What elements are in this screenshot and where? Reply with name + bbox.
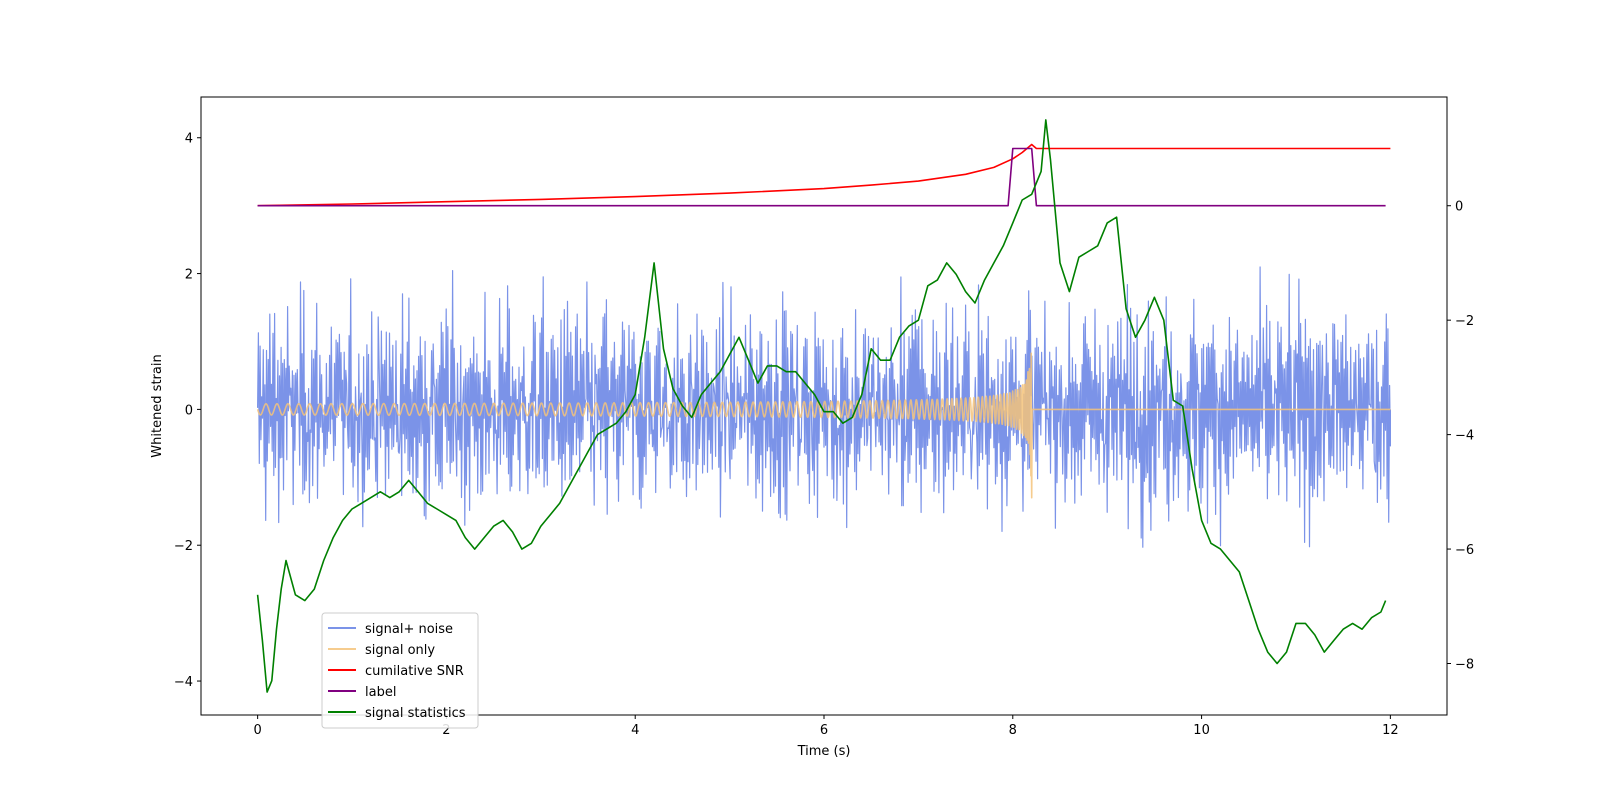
legend: signal+ noise signal only cumilative SNR la…: [321, 612, 479, 729]
series-line-3: [257, 147, 1386, 207]
y-tick-label-3: 2: [185, 268, 193, 283]
series-line-0: [257, 266, 1391, 548]
x-tick-label-4: 8: [1009, 723, 1017, 738]
x-axis-ticks: 0 2 4 6 8 10 12: [253, 715, 1399, 738]
x-tick-label-6: 12: [1382, 723, 1399, 738]
plot-series: [256, 119, 1391, 693]
legend-label-4: signal statistics: [365, 706, 466, 721]
series-line-1: [256, 352, 1391, 499]
legend-label-3: label: [365, 685, 396, 700]
y-axis-label: Whitened strain: [150, 354, 165, 457]
y-right-tick-label-4: 0: [1455, 200, 1463, 215]
y-tick-label-1: −2: [174, 539, 193, 554]
y-right-tick-label-3: −2: [1455, 314, 1474, 329]
y-right-axis-ticks: −8 −6 −4 −2 0: [1447, 200, 1474, 673]
series-line-4: [256, 119, 1387, 693]
x-axis-label: Time (s): [797, 744, 851, 759]
y-right-tick-label-1: −6: [1455, 543, 1474, 558]
x-tick-label-3: 6: [820, 723, 828, 738]
y-right-tick-label-0: −8: [1455, 658, 1474, 673]
y-right-tick-label-2: −4: [1455, 429, 1474, 444]
y-tick-label-2: 0: [185, 403, 193, 418]
x-tick-label-2: 4: [631, 723, 639, 738]
x-tick-label-5: 10: [1193, 723, 1210, 738]
legend-label-0: signal+ noise: [365, 622, 453, 637]
legend-label-2: cumilative SNR: [365, 664, 464, 679]
x-tick-label-0: 0: [253, 723, 261, 738]
legend-box: [321, 612, 479, 729]
legend-label-1: signal only: [365, 643, 435, 658]
y-tick-label-4: 4: [185, 132, 193, 147]
y-tick-label-0: −4: [174, 675, 193, 690]
x-tick-label-1: 2: [442, 723, 450, 738]
series-line-2: [257, 143, 1391, 207]
y-axis-ticks: −4 −2 0 2 4: [174, 132, 201, 690]
